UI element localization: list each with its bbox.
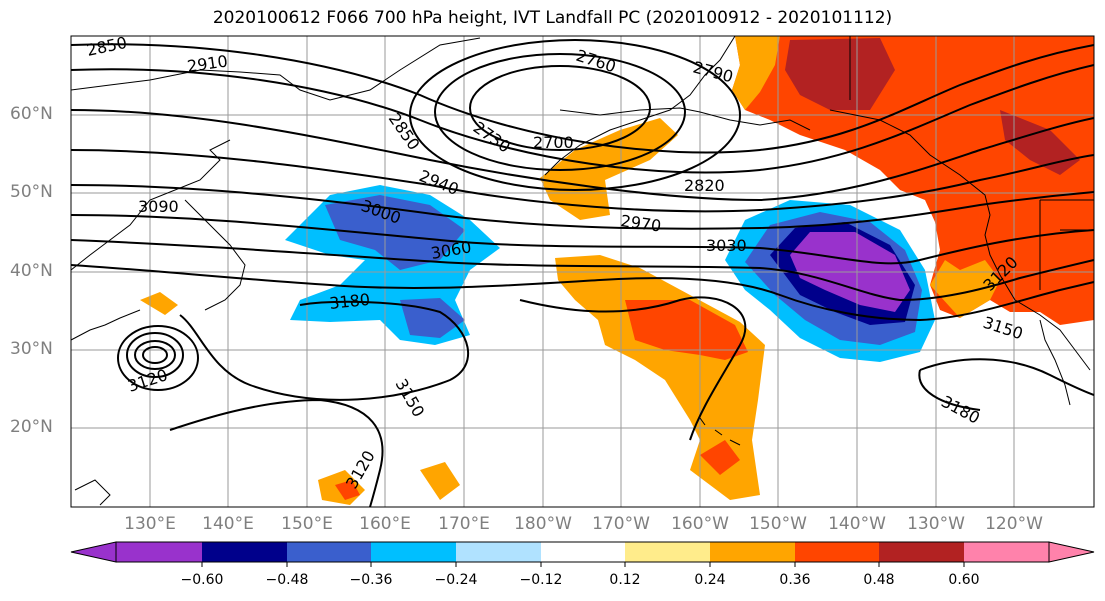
- lat-label: 20°N: [10, 417, 53, 437]
- lon-label: 160°E: [359, 514, 411, 534]
- height-contours: [71, 39, 1094, 507]
- colorbar-segment: [625, 542, 710, 562]
- contour-label: 3030: [706, 236, 747, 255]
- colorbar-extend-right: [1048, 541, 1095, 563]
- contour-label: 2700: [533, 133, 574, 152]
- colorbar-tick-label: −0.12: [519, 572, 563, 588]
- lon-label: 170°W: [592, 514, 650, 534]
- colorbar-tick-label: 0.24: [694, 572, 726, 588]
- colorbar-segment: [879, 542, 964, 562]
- positive-small-core: [335, 480, 360, 500]
- lon-label: 130°E: [124, 514, 176, 534]
- lon-label: 120°W: [985, 514, 1043, 534]
- colorbar-tick-label: −0.48: [265, 572, 309, 588]
- colorbar: [70, 541, 1095, 567]
- colorbar-segment: [371, 542, 456, 562]
- darkred-coast: [1000, 110, 1080, 175]
- colorbar-tick-label: −0.36: [349, 572, 393, 588]
- colorbar-tick-label: −0.24: [434, 572, 478, 588]
- lon-label: 170°E: [438, 514, 490, 534]
- lon-label: 130°W: [907, 514, 965, 534]
- positive-plume-core: [625, 300, 748, 475]
- lon-label: 160°W: [671, 514, 729, 534]
- darkred-core: [785, 38, 895, 110]
- lat-label: 40°N: [10, 261, 53, 281]
- positive-aleutian: [540, 118, 678, 220]
- colorbar-frame: [115, 541, 1050, 563]
- colorbar-segment: [202, 542, 287, 562]
- chart-title: 2020100612 F066 700 hPa height, IVT Land…: [212, 8, 893, 28]
- contour-label: 3180: [328, 290, 370, 313]
- negative-mid-west: [325, 195, 465, 338]
- colorbar-tick-label: 0.48: [863, 572, 895, 588]
- lon-label: 150°W: [749, 514, 807, 534]
- lat-label: 60°N: [10, 104, 53, 124]
- colorbar-segment: [287, 542, 371, 562]
- colorbar-tick-label: −0.60: [180, 572, 224, 588]
- colorbar-segment: [710, 542, 795, 562]
- lon-label: 180°W: [514, 514, 572, 534]
- colorbar-segment: [964, 542, 1049, 562]
- coastlines: [71, 36, 1094, 506]
- colorbar-tick-label: 0.60: [948, 572, 980, 588]
- colorbar-tick-label: 0.12: [609, 572, 641, 588]
- lon-label: 140°W: [828, 514, 886, 534]
- colorbar-segment: [541, 542, 625, 562]
- positive-region-northamerica: [732, 36, 1094, 325]
- colorbar-extend-left: [70, 541, 117, 563]
- lat-label: 50°N: [10, 182, 53, 202]
- colorbar-tick-label: 0.36: [779, 572, 811, 588]
- map-frame: [70, 35, 1095, 508]
- contour-label: 3090: [138, 197, 179, 216]
- lon-label: 150°E: [281, 514, 333, 534]
- contour-label: 2820: [684, 176, 725, 195]
- colorbar-segment: [116, 542, 202, 562]
- colorbar-segment: [456, 542, 541, 562]
- lon-label: 140°E: [202, 514, 254, 534]
- lat-label: 30°N: [10, 339, 53, 359]
- colorbar-segment: [795, 542, 879, 562]
